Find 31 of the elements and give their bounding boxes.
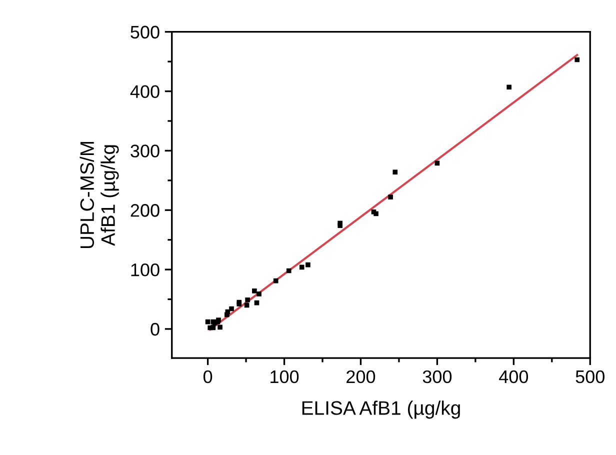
point: [218, 324, 222, 330]
x-tick-label: 400: [499, 370, 528, 384]
x-tick-label: 200: [346, 370, 376, 384]
y-tick-label: 200: [130, 204, 160, 217]
y-tick-label: 300: [130, 144, 160, 158]
point: [224, 312, 230, 318]
y-tick-label: 400: [130, 85, 160, 98]
point: [506, 84, 512, 90]
y-tick-label: 0: [150, 322, 160, 336]
point: [229, 306, 234, 312]
point: [306, 262, 310, 268]
x-tick-label: 500: [576, 370, 604, 384]
x-tick-label: 300: [422, 370, 452, 384]
y-axis-title: UPLC-MS/M AfB1 (µg/kg: [80, 142, 119, 248]
x-tick-label: 0: [203, 370, 212, 384]
point: [392, 170, 398, 174]
y-tick-label: 100: [131, 263, 160, 276]
point: [374, 211, 378, 216]
point: [299, 264, 304, 270]
y-tick-label: 500: [130, 26, 160, 39]
x-axis-title: ELISA AfB1 (µg/kg: [302, 400, 460, 419]
point: [208, 325, 213, 330]
point: [252, 288, 257, 294]
x-tick-label: 100: [270, 370, 299, 384]
point: [256, 292, 262, 296]
point: [245, 297, 250, 302]
point: [273, 278, 278, 284]
point: [286, 268, 292, 274]
point: [388, 194, 393, 200]
point: [338, 223, 342, 228]
point: [574, 57, 580, 62]
